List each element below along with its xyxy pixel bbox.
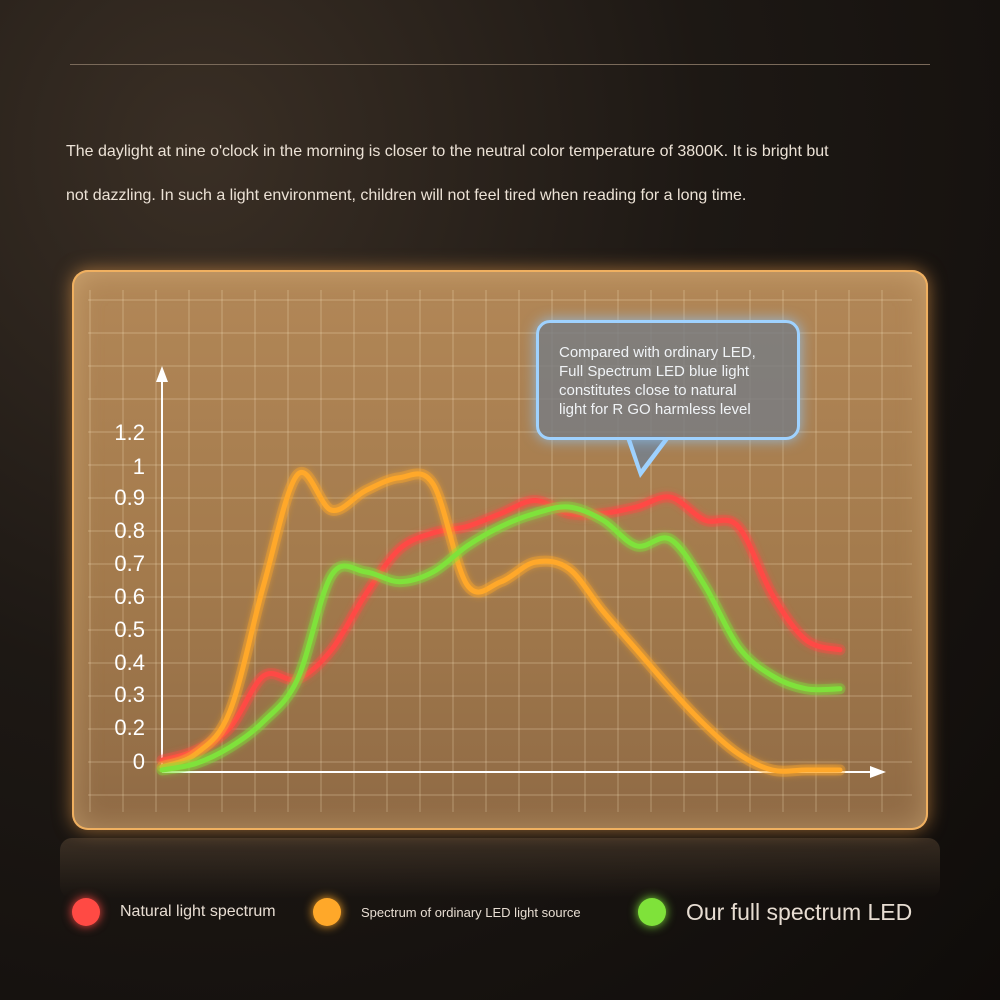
legend-label-natural: Natural light spectrum <box>120 903 276 920</box>
x-axis-arrow <box>870 766 886 778</box>
legend-item-ordinary-led: Spectrum of ordinary LED light source <box>313 890 581 934</box>
y-tick-label: 0 <box>133 749 145 774</box>
top-divider <box>70 64 930 65</box>
legend-item-natural: Natural light spectrum <box>72 890 276 934</box>
intro-text: The daylight at nine o'clock in the morn… <box>66 130 926 218</box>
y-tick-label: 0.6 <box>114 584 145 609</box>
y-tick-label: 0.8 <box>114 518 145 543</box>
y-tick-label: 0.9 <box>114 485 145 510</box>
series-ordinary-led <box>159 469 843 774</box>
y-tick-labels: 0 0.2 0.3 0.4 0.5 0.6 0.7 0.8 0.9 1 1.2 <box>114 420 145 774</box>
legend-dot-orange <box>313 898 341 926</box>
chart-axes <box>156 366 886 778</box>
series-lines <box>156 466 846 777</box>
y-tick-label: 0.3 <box>114 682 145 707</box>
chart-legend: Natural light spectrum Spectrum of ordin… <box>0 890 1000 934</box>
y-tick-label: 1 <box>133 454 145 479</box>
y-tick-label: 0.5 <box>114 617 145 642</box>
y-tick-label: 0.4 <box>114 650 145 675</box>
series-full-spectrum-led <box>159 504 843 773</box>
callout-tail-fill <box>630 436 666 469</box>
callout-line-3: constitutes close to natural <box>559 382 737 399</box>
legend-label-full-spectrum: Our full spectrum LED <box>686 898 913 925</box>
y-axis-arrow <box>156 366 168 382</box>
callout-line-2: Full Spectrum LED blue light <box>559 363 750 380</box>
callout-line-1: Compared with ordinary LED, <box>559 344 756 361</box>
y-tick-label: 0.7 <box>114 551 145 576</box>
legend-dot-red <box>72 898 100 926</box>
chart-grid <box>88 290 912 812</box>
series-full-spectrum-led-glow <box>156 501 846 776</box>
legend-dot-green <box>638 898 666 926</box>
y-tick-label: 1.2 <box>114 420 145 445</box>
panel-reflection <box>60 838 940 898</box>
intro-line-1: The daylight at nine o'clock in the morn… <box>66 143 829 160</box>
series-natural-light <box>159 494 843 763</box>
callout-bubble: Compared with ordinary LED, Full Spectru… <box>536 320 800 440</box>
y-tick-label: 0.2 <box>114 715 145 740</box>
legend-label-ordinary-led: Spectrum of ordinary LED light source <box>361 904 581 920</box>
legend-item-full-spectrum: Our full spectrum LED <box>638 890 912 934</box>
intro-line-2: not dazzling. In such a light environmen… <box>66 187 747 204</box>
callout-line-4: light for R GO harmless level <box>559 401 751 418</box>
